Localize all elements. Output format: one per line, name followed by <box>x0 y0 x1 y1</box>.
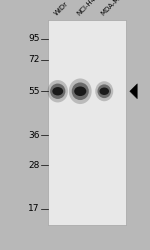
Ellipse shape <box>52 87 63 96</box>
Text: NCI-H460: NCI-H460 <box>76 0 104 16</box>
Text: 72: 72 <box>28 56 40 64</box>
Bar <box>48 20 126 225</box>
Text: MDA-MB2321: MDA-MB2321 <box>100 0 137 16</box>
Ellipse shape <box>99 88 109 95</box>
Ellipse shape <box>74 86 86 96</box>
Polygon shape <box>130 84 137 99</box>
Text: 36: 36 <box>28 130 40 140</box>
Ellipse shape <box>50 84 65 99</box>
Text: 95: 95 <box>28 34 40 43</box>
Ellipse shape <box>72 82 89 100</box>
Text: 28: 28 <box>28 160 40 170</box>
Text: 17: 17 <box>28 204 40 213</box>
Ellipse shape <box>95 81 113 101</box>
Ellipse shape <box>48 80 68 102</box>
Ellipse shape <box>98 84 111 98</box>
Ellipse shape <box>69 78 92 104</box>
Text: WIDr: WIDr <box>54 0 70 16</box>
Text: 55: 55 <box>28 87 40 96</box>
